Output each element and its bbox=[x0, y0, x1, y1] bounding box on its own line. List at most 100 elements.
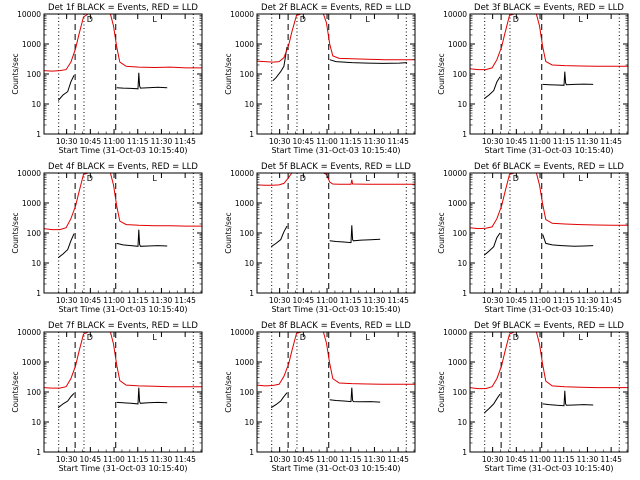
panel-title: Det 7f BLACK = Events, RED = LLD bbox=[48, 321, 198, 331]
x-tick-label: 11:30 bbox=[364, 137, 386, 146]
series-line-lld bbox=[44, 173, 202, 231]
x-axis-label: Start Time (31-Oct-03 10:15:40) bbox=[271, 464, 400, 473]
x-tick-label: 10:45 bbox=[506, 455, 528, 464]
x-tick-label: 11:15 bbox=[127, 296, 149, 305]
panel-det-8f: Det 8f BLACK = Events, RED = LLD D L 1 10 100… bbox=[224, 321, 416, 473]
marker-label-d: D bbox=[513, 174, 519, 183]
y-tick-label: 10000 bbox=[230, 328, 254, 337]
panel-title: Det 9f BLACK = Events, RED = LLD bbox=[474, 321, 624, 331]
x-tick-label: 11:45 bbox=[600, 137, 622, 146]
x-tick-label: 11:15 bbox=[340, 296, 362, 305]
series-line-lld bbox=[470, 173, 628, 230]
y-tick-label: 1 bbox=[462, 448, 467, 457]
marker-label-l: L bbox=[578, 15, 583, 24]
x-tick-label: 11:45 bbox=[387, 137, 409, 146]
y-axis-label: Counts/sec bbox=[224, 53, 233, 94]
marker-label-d: D bbox=[87, 15, 93, 24]
x-tick-label: 10:45 bbox=[293, 455, 315, 464]
y-tick-label: 1000 bbox=[22, 40, 41, 49]
x-tick-label: 10:45 bbox=[80, 455, 102, 464]
x-tick-label: 10:30 bbox=[482, 455, 504, 464]
y-tick-label: 1 bbox=[36, 448, 41, 457]
x-axis-label: Start Time (31-Oct-03 10:15:40) bbox=[58, 464, 187, 473]
marker-label-l: L bbox=[578, 174, 583, 183]
series-line-events bbox=[57, 72, 168, 101]
y-tick-label: 1000 bbox=[448, 358, 467, 367]
panel-det-1f: Det 1f BLACK = Events, RED = LLD D L 1 10 100… bbox=[11, 3, 203, 155]
x-axis-label: Start Time (31-Oct-03 10:15:40) bbox=[271, 146, 400, 155]
marker-label-l: L bbox=[152, 333, 157, 342]
panel-title: Det 6f BLACK = Events, RED = LLD bbox=[474, 162, 624, 172]
marker-label-l: L bbox=[365, 174, 370, 183]
y-tick-label: 10 bbox=[457, 418, 467, 427]
y-axis-label: Counts/sec bbox=[11, 53, 20, 94]
x-tick-label: 11:45 bbox=[174, 137, 196, 146]
x-tick-label: 11:45 bbox=[387, 455, 409, 464]
panel-title: Det 4f BLACK = Events, RED = LLD bbox=[48, 162, 198, 172]
y-axis-label: Counts/sec bbox=[224, 212, 233, 253]
y-tick-label: 10 bbox=[244, 259, 254, 268]
y-axis-label: Counts/sec bbox=[437, 371, 446, 412]
marker-label-l: L bbox=[365, 333, 370, 342]
series-line-events bbox=[270, 225, 381, 248]
series-line-events bbox=[483, 232, 594, 256]
y-tick-label: 1 bbox=[249, 448, 254, 457]
x-tick-label: 11:45 bbox=[600, 455, 622, 464]
series-line-events bbox=[57, 229, 168, 259]
x-axis-label: Start Time (31-Oct-03 10:15:40) bbox=[484, 464, 613, 473]
series-line-lld bbox=[470, 332, 628, 390]
x-tick-label: 11:30 bbox=[151, 137, 173, 146]
panel-det-9f: Det 9f BLACK = Events, RED = LLD D L 1 10 100… bbox=[437, 321, 629, 473]
panel-det-2f: Det 2f BLACK = Events, RED = LLD D L 1 10 100… bbox=[224, 3, 416, 155]
x-axis-label: Start Time (31-Oct-03 10:15:40) bbox=[271, 305, 400, 314]
panel-det-4f: Det 4f BLACK = Events, RED = LLD D L 1 10 100… bbox=[11, 162, 203, 314]
x-tick-label: 11:00 bbox=[529, 137, 551, 146]
panel-title: Det 2f BLACK = Events, RED = LLD bbox=[261, 3, 411, 13]
y-tick-label: 10000 bbox=[17, 10, 41, 19]
x-tick-label: 10:45 bbox=[80, 137, 102, 146]
y-tick-label: 10 bbox=[457, 100, 467, 109]
series-line-lld bbox=[44, 14, 202, 72]
y-tick-label: 1000 bbox=[235, 199, 254, 208]
x-tick-label: 10:30 bbox=[269, 137, 291, 146]
x-tick-label: 10:45 bbox=[293, 137, 315, 146]
marker-label-d: D bbox=[87, 333, 93, 342]
x-tick-label: 11:00 bbox=[529, 296, 551, 305]
x-tick-label: 11:00 bbox=[529, 455, 551, 464]
y-axis-label: Counts/sec bbox=[224, 371, 233, 412]
y-tick-label: 1 bbox=[36, 130, 41, 139]
y-tick-label: 10000 bbox=[17, 328, 41, 337]
y-axis-label: Counts/sec bbox=[437, 53, 446, 94]
panel-title: Det 8f BLACK = Events, RED = LLD bbox=[261, 321, 411, 331]
y-tick-label: 100 bbox=[27, 388, 42, 397]
series-line-lld bbox=[257, 173, 415, 186]
x-tick-label: 11:00 bbox=[103, 455, 125, 464]
series-line-lld bbox=[470, 14, 628, 71]
marker-label-l: L bbox=[578, 333, 583, 342]
y-tick-label: 10000 bbox=[230, 169, 254, 178]
x-tick-label: 10:45 bbox=[80, 296, 102, 305]
y-tick-label: 100 bbox=[240, 388, 255, 397]
y-tick-label: 100 bbox=[240, 229, 255, 238]
y-tick-label: 1 bbox=[462, 130, 467, 139]
series-line-events bbox=[272, 46, 408, 82]
y-tick-label: 100 bbox=[27, 70, 42, 79]
x-tick-label: 11:15 bbox=[340, 137, 362, 146]
y-tick-label: 10 bbox=[244, 418, 254, 427]
series-line-lld bbox=[257, 332, 415, 387]
x-tick-label: 11:15 bbox=[127, 137, 149, 146]
marker-label-d: D bbox=[513, 333, 519, 342]
series-line-lld bbox=[257, 14, 415, 63]
series-line-lld bbox=[44, 332, 202, 389]
x-tick-label: 11:45 bbox=[600, 296, 622, 305]
panel-det-3f: Det 3f BLACK = Events, RED = LLD D L 1 10 100… bbox=[437, 3, 629, 155]
y-axis-label: Counts/sec bbox=[437, 212, 446, 253]
y-tick-label: 1 bbox=[462, 289, 467, 298]
marker-label-d: D bbox=[87, 174, 93, 183]
y-axis-label: Counts/sec bbox=[11, 371, 20, 412]
x-tick-label: 10:45 bbox=[506, 296, 528, 305]
x-tick-label: 10:45 bbox=[506, 137, 528, 146]
x-tick-label: 11:30 bbox=[364, 455, 386, 464]
